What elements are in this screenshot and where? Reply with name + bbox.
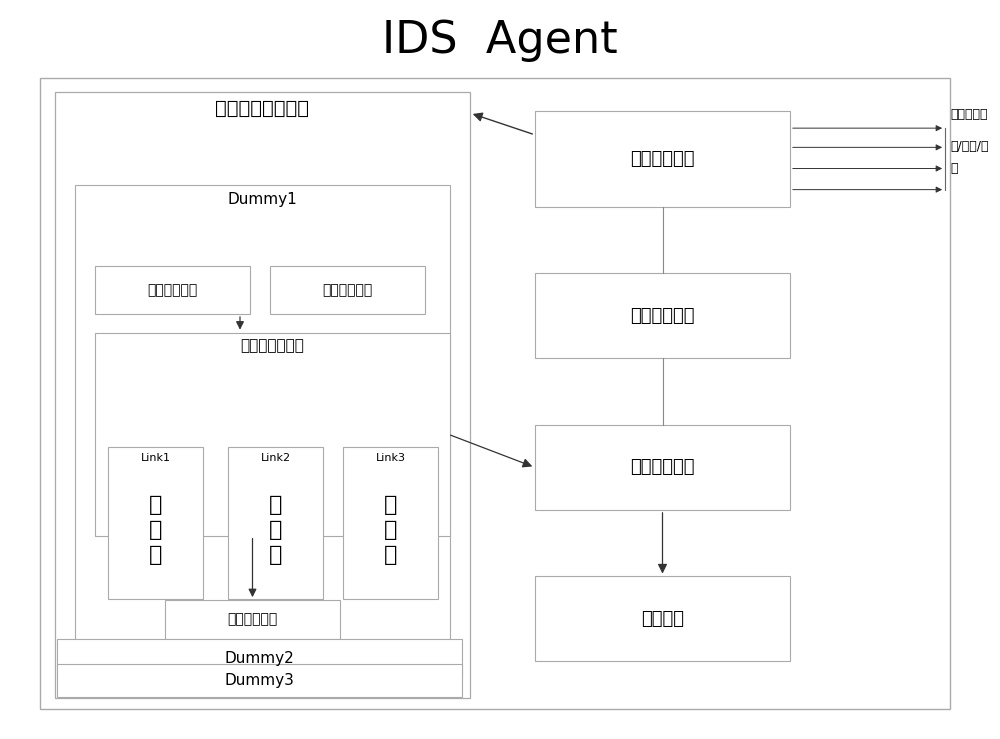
Text: Link2: Link2 bbox=[260, 453, 291, 463]
Text: 数据收集模块: 数据收集模块 bbox=[630, 150, 695, 168]
Text: Dummy1: Dummy1 bbox=[228, 192, 297, 207]
Text: 状
态
机: 状 态 机 bbox=[269, 495, 282, 565]
Text: 送/接受/监: 送/接受/监 bbox=[950, 140, 988, 153]
Text: 状态机管理模块: 状态机管理模块 bbox=[241, 338, 304, 353]
Bar bbox=[75, 185, 450, 643]
Text: 异常处理模块: 异常处理模块 bbox=[227, 613, 278, 627]
Text: Dummy3: Dummy3 bbox=[225, 672, 294, 688]
Bar bbox=[535, 273, 790, 358]
Bar bbox=[228, 447, 323, 599]
Bar bbox=[55, 92, 470, 698]
Bar bbox=[95, 266, 250, 314]
Bar bbox=[57, 664, 462, 697]
Text: 状
态
机: 状 态 机 bbox=[149, 495, 162, 565]
Text: Dummy2: Dummy2 bbox=[225, 651, 294, 666]
Text: 事件生成模块: 事件生成模块 bbox=[147, 283, 198, 297]
Text: Link1: Link1 bbox=[140, 453, 170, 463]
Text: 状
态
机: 状 态 机 bbox=[384, 495, 397, 565]
Bar bbox=[535, 111, 790, 207]
Text: 听: 听 bbox=[950, 163, 958, 175]
Bar bbox=[57, 639, 462, 678]
Bar bbox=[343, 447, 438, 599]
Bar bbox=[270, 266, 425, 314]
Bar bbox=[95, 333, 450, 536]
Text: 检测节点发: 检测节点发 bbox=[950, 108, 988, 120]
Text: Link3: Link3 bbox=[376, 453, 406, 463]
Bar bbox=[165, 600, 340, 639]
Bar bbox=[40, 78, 950, 709]
Text: 节点假人管理模块: 节点假人管理模块 bbox=[216, 99, 310, 118]
Text: 检测记录模块: 检测记录模块 bbox=[630, 307, 695, 325]
Text: IDS  Agent: IDS Agent bbox=[382, 19, 618, 62]
Text: 响应模块: 响应模块 bbox=[641, 610, 684, 628]
Bar bbox=[108, 447, 203, 599]
Text: 特征检测模块: 特征检测模块 bbox=[630, 458, 695, 477]
Text: 资源模拟模块: 资源模拟模块 bbox=[322, 283, 373, 297]
Bar bbox=[535, 425, 790, 510]
Bar bbox=[535, 576, 790, 661]
